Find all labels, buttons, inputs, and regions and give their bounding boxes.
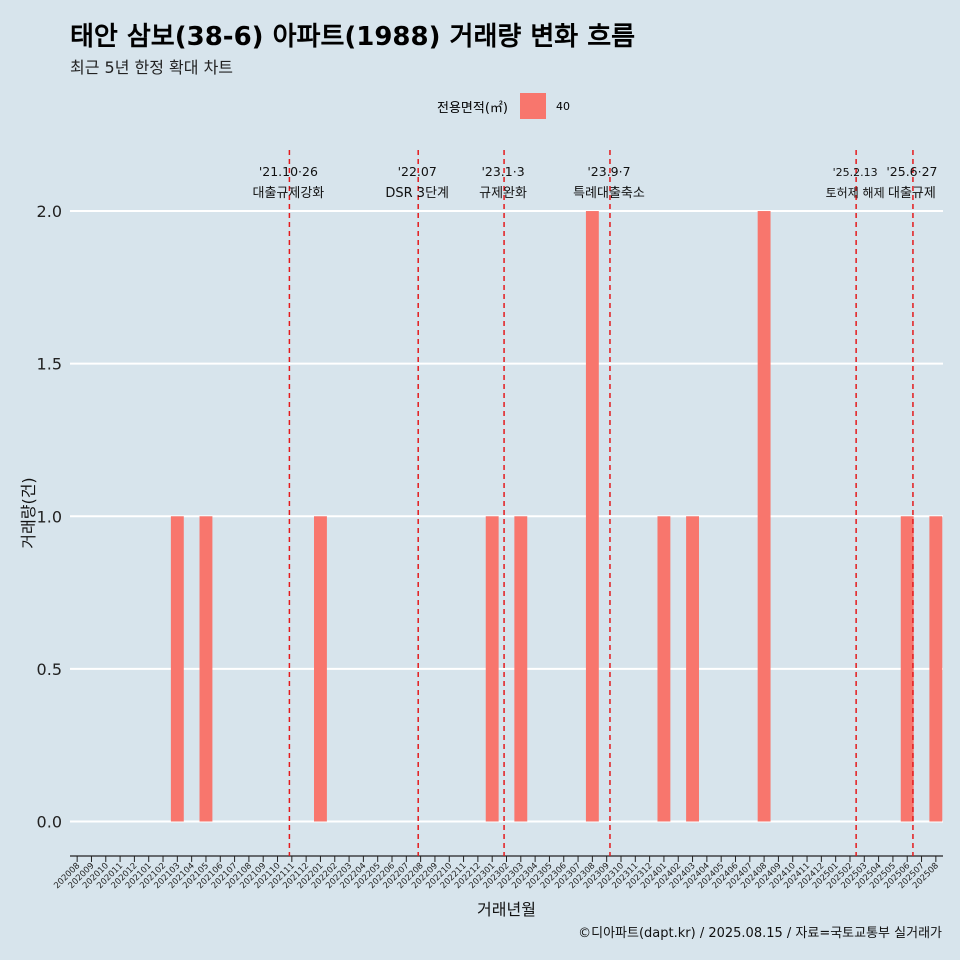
event-date-label: '23.1·3 [481, 164, 524, 179]
bar [929, 516, 943, 822]
bar [314, 516, 327, 822]
y-tick-label: 1.0 [37, 507, 62, 526]
event-desc-label: 특례대출축소 [573, 186, 645, 201]
event-desc-label: 토허제 해제 [826, 186, 885, 200]
event-desc-label: 규제완화 [479, 186, 527, 201]
y-axis-title: 거래량(건) [19, 477, 38, 548]
bar [686, 516, 699, 822]
legend-entry-label: 40 [555, 99, 570, 113]
event-date-label: '21.10·26 [259, 164, 318, 179]
event-desc-label: 대출규제강화 [253, 186, 325, 201]
event-desc-label: DSR 3단계 [385, 186, 449, 201]
event-date-label: '25.6·27 [886, 164, 937, 179]
legend-swatch [519, 93, 546, 119]
legend: 전용면적(㎡) 40 [437, 93, 570, 119]
bar [485, 516, 499, 822]
bar [757, 211, 771, 822]
y-tick-label: 0.0 [37, 812, 62, 831]
event-date-label: '22.07 [398, 164, 437, 179]
event-desc-label: 대출규제 [888, 186, 936, 201]
bar [199, 516, 213, 822]
source-caption: ©디아파트(dapt.kr) / 2025.08.15 / 자료=국토교통부 실… [578, 926, 942, 941]
event-date-label: '23.9·7 [587, 164, 630, 179]
y-tick-label: 1.5 [37, 355, 62, 374]
chart-title: 태안 삼보(38-6) 아파트(1988) 거래량 변화 흐름 [70, 22, 636, 52]
bar [170, 516, 184, 822]
bar [585, 211, 599, 822]
y-tick-label: 2.0 [37, 202, 62, 221]
event-date-label: '25.2.13 [833, 166, 878, 179]
y-tick-label: 0.5 [37, 660, 62, 679]
bar [657, 516, 671, 822]
bar [514, 516, 528, 822]
chart-subtitle: 최근 5년 한정 확대 차트 [70, 58, 234, 77]
x-axis-title: 거래년월 [477, 900, 536, 919]
bar [900, 516, 914, 822]
legend-title: 전용면적(㎡) [437, 100, 508, 116]
